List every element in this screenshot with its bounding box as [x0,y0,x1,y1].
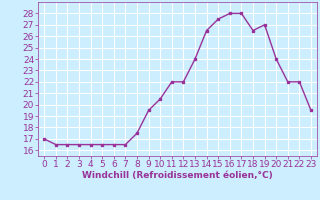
X-axis label: Windchill (Refroidissement éolien,°C): Windchill (Refroidissement éolien,°C) [82,171,273,180]
